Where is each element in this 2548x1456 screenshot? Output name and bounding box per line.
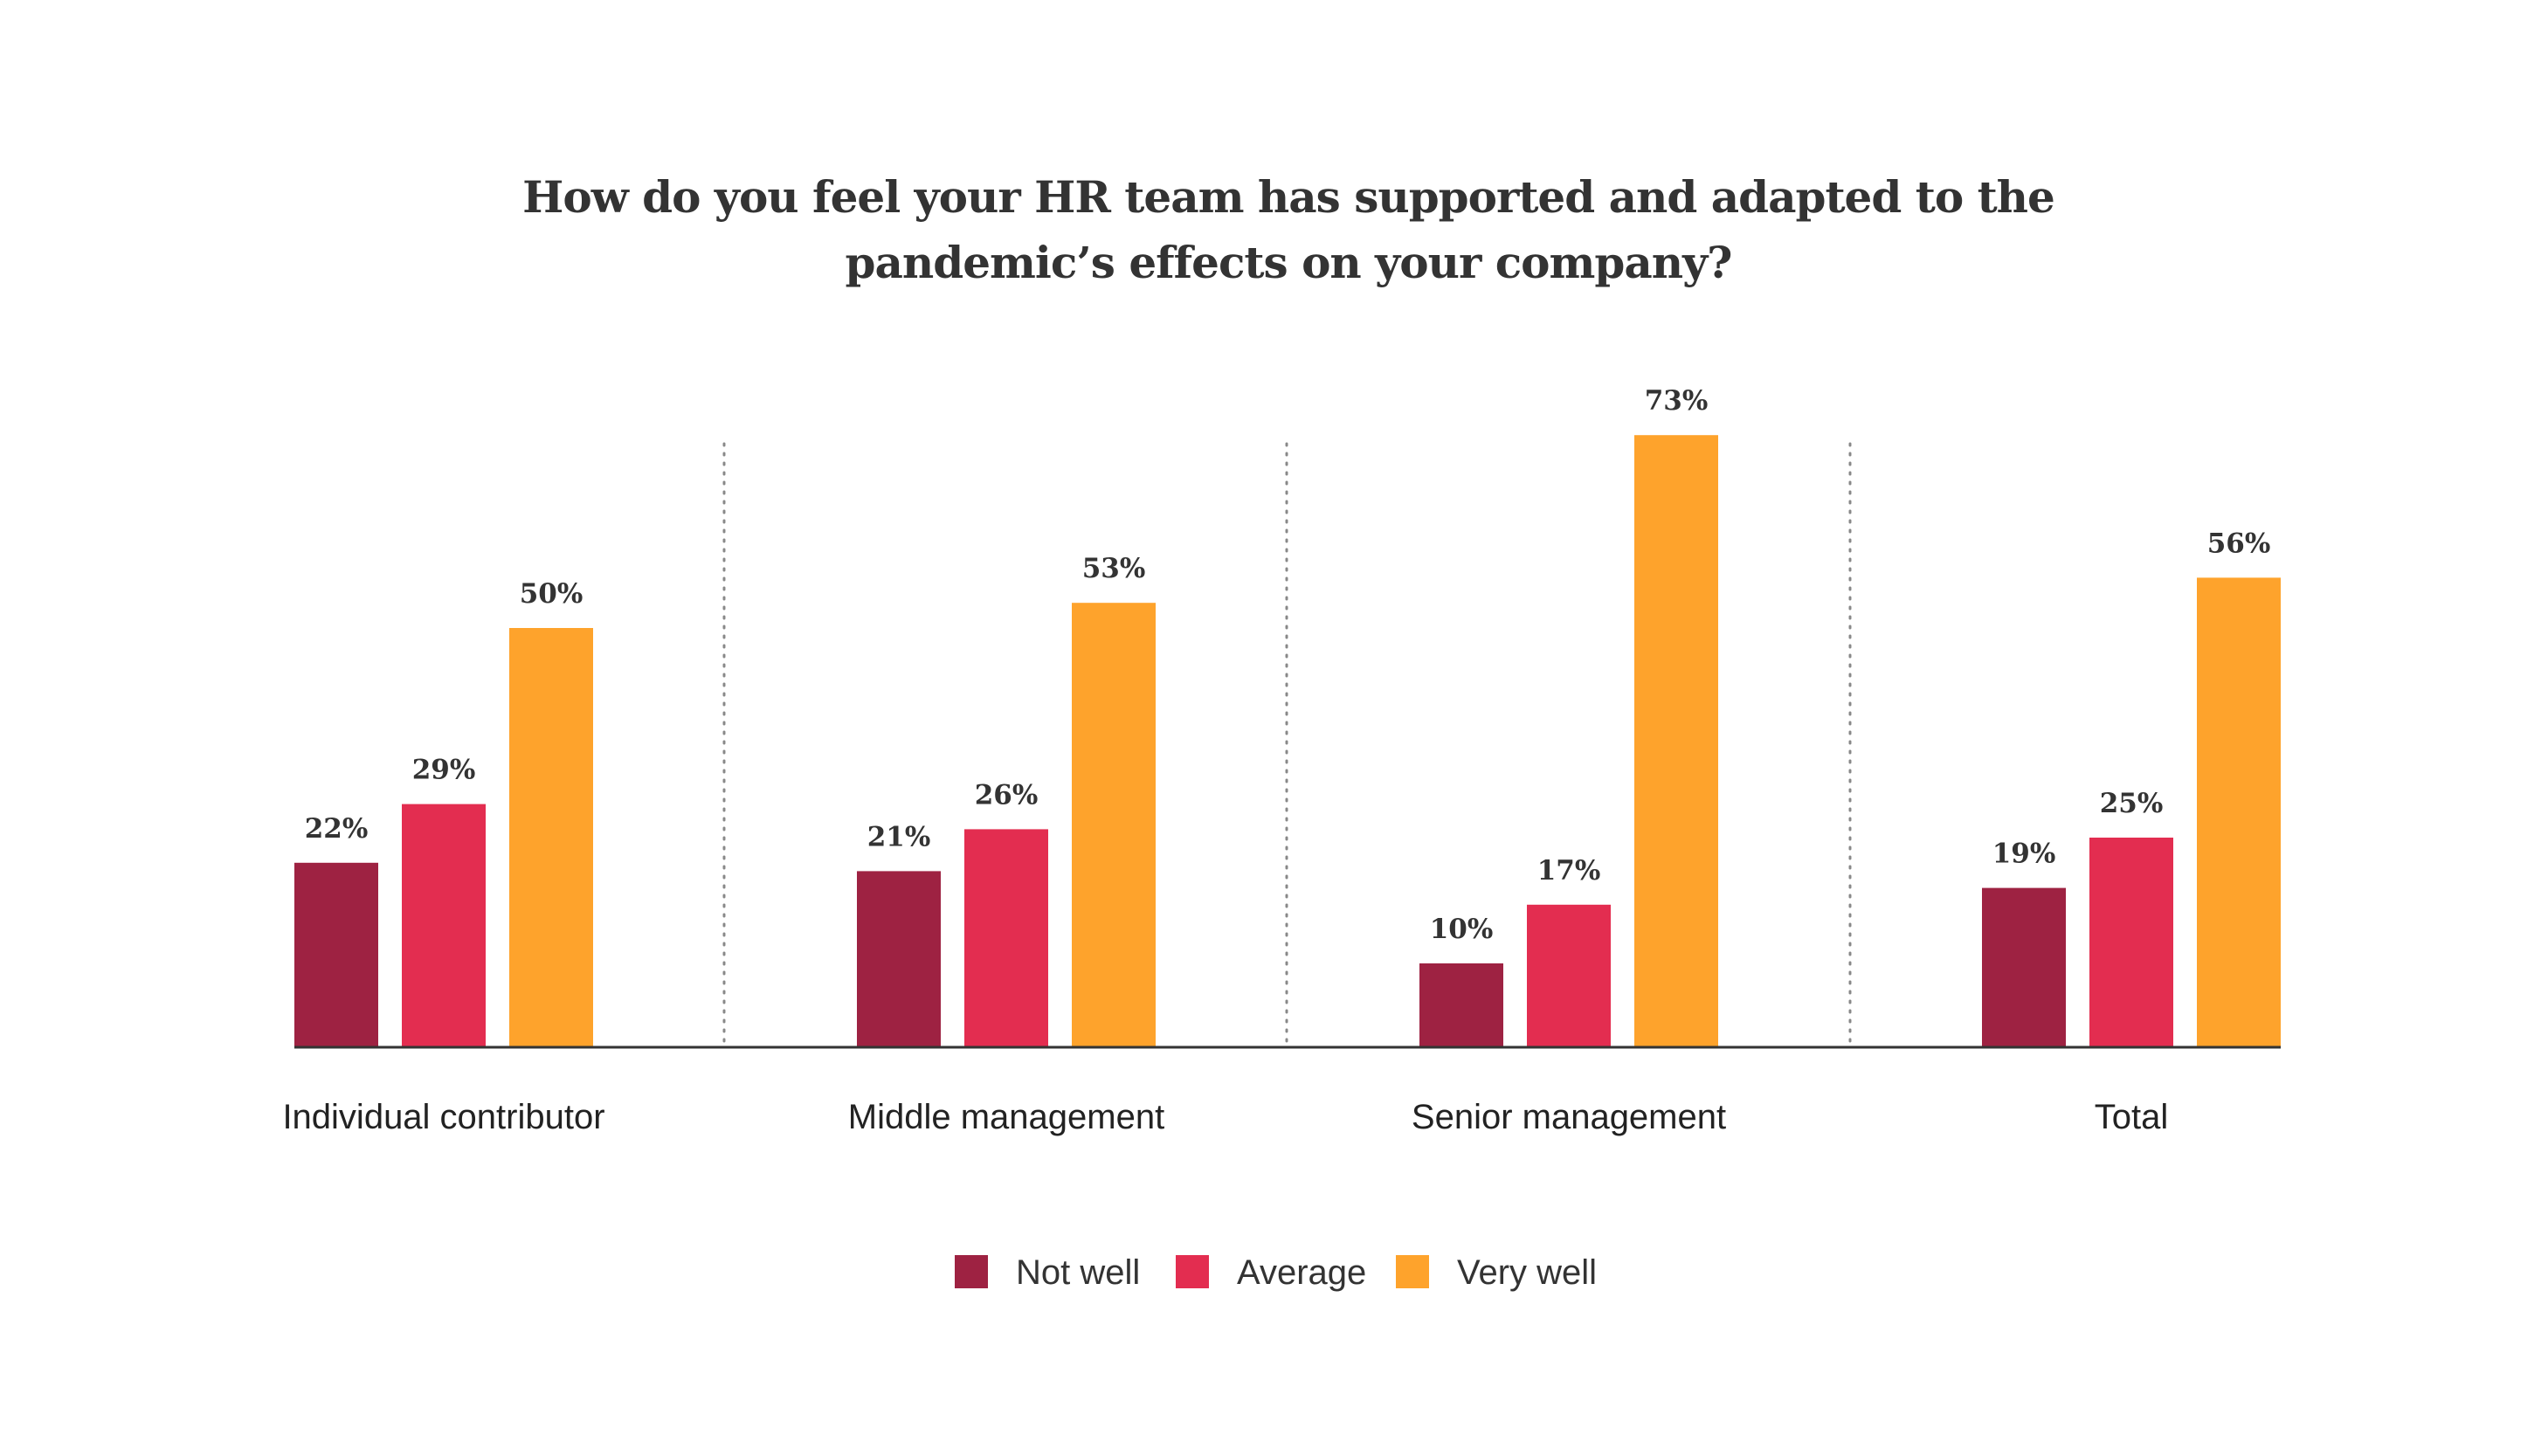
bar-very-well-3 (1634, 435, 1718, 1047)
category-label-3: Senior management (1412, 1098, 1726, 1136)
chart-title: How do you feel your HR team has support… (522, 171, 2055, 288)
value-label-very-well-3: 73% (1645, 385, 1709, 417)
bar-not-well-4 (1982, 887, 2066, 1047)
legend-item-very-well: Very well (1396, 1253, 1597, 1292)
legend-swatch-not-well (955, 1255, 988, 1288)
value-label-average-3: 17% (1537, 855, 1601, 887)
category-label-2: Middle management (848, 1098, 1164, 1136)
legend-swatch-average (1176, 1255, 1209, 1288)
bar-very-well-4 (2197, 577, 2281, 1047)
legend-swatch-very-well (1396, 1255, 1429, 1288)
value-label-average-2: 26% (975, 779, 1039, 811)
value-label-very-well-2: 53% (1082, 553, 1146, 584)
bar-very-well-2 (1072, 603, 1156, 1047)
legend-item-average: Average (1176, 1253, 1366, 1292)
value-labels: 22% 29% 50% 21% 26% 53% 10% 17% 73% 19% 25% 56% (305, 385, 2271, 945)
bar-not-well-2 (857, 871, 941, 1047)
bar-area (294, 435, 2281, 1047)
bar-not-well-1 (294, 862, 378, 1047)
legend-label-average: Average (1237, 1253, 1366, 1292)
category-label-4: Total (2095, 1098, 2169, 1136)
value-label-not-well-3: 10% (1430, 914, 1494, 945)
chart-title-line-1: How do you feel your HR team has support… (522, 171, 2054, 223)
value-label-not-well-4: 19% (1992, 838, 2056, 870)
bar-average-1 (402, 804, 486, 1047)
legend-item-not-well: Not well (955, 1253, 1140, 1292)
bar-average-3 (1527, 904, 1611, 1047)
legend: Not well Average Very well (955, 1253, 1597, 1292)
bar-not-well-3 (1419, 963, 1503, 1047)
bar-average-4 (2089, 838, 2173, 1047)
value-label-average-1: 29% (412, 755, 476, 786)
chart-title-line-2: pandemic’s effects on your company? (846, 237, 1732, 288)
value-label-very-well-4: 56% (2207, 528, 2271, 559)
value-label-not-well-2: 21% (867, 821, 931, 852)
category-labels: Individual contributor Middle management S… (282, 1098, 2168, 1136)
legend-label-very-well: Very well (1457, 1253, 1597, 1292)
category-label-1: Individual contributor (282, 1098, 604, 1136)
value-label-very-well-1: 50% (520, 578, 583, 610)
legend-label-not-well: Not well (1016, 1253, 1140, 1292)
bar-very-well-1 (509, 628, 593, 1047)
value-label-not-well-1: 22% (305, 813, 369, 845)
value-label-average-4: 25% (2100, 788, 2164, 819)
bar-average-2 (964, 829, 1048, 1047)
